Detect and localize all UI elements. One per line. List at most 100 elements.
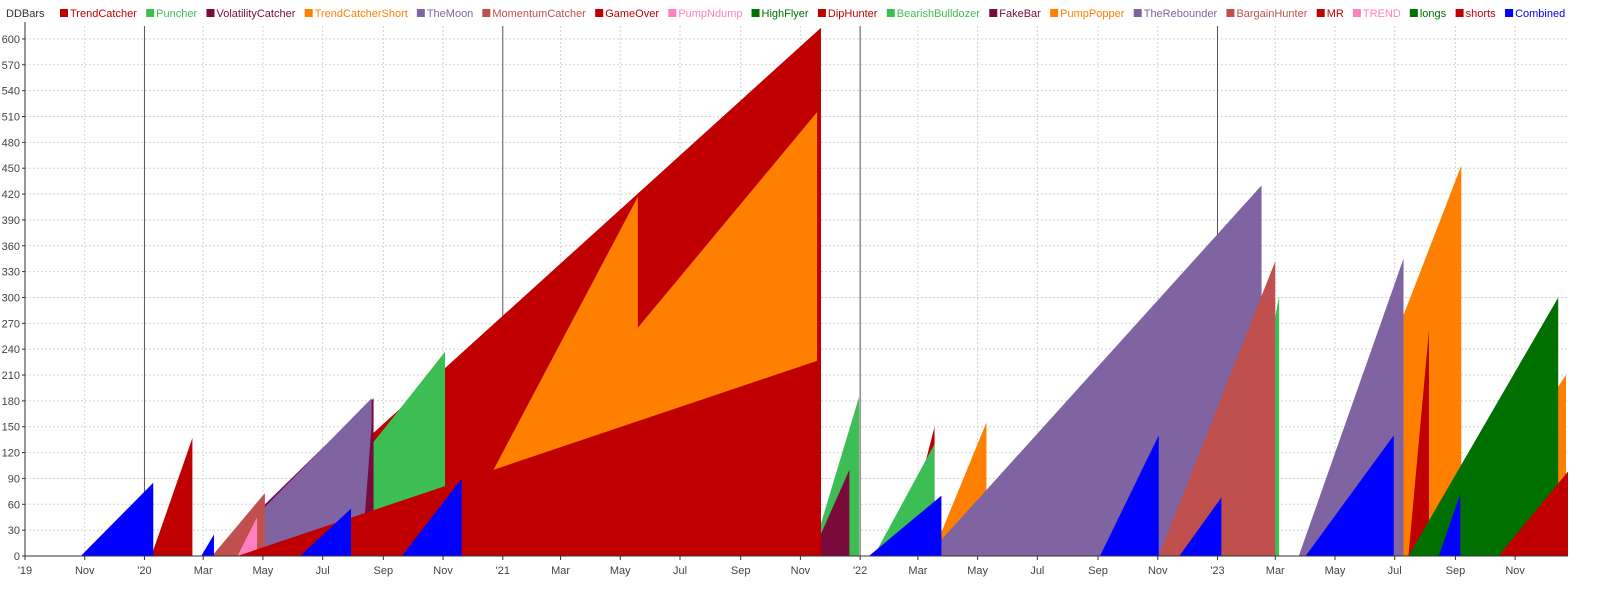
- y-tick-label: 0: [14, 551, 20, 563]
- legend-label-trend-catcher-short: TrendCatcherShort: [315, 8, 408, 20]
- x-tick-label: '21: [496, 565, 510, 577]
- x-tick-label: May: [967, 565, 988, 577]
- y-tick-label: 60: [8, 499, 20, 511]
- x-tick-label: '20: [137, 565, 151, 577]
- x-tick-label: Jul: [673, 565, 687, 577]
- legend-swatch-combined: [1505, 9, 1514, 17]
- series-area-combined: [401, 478, 462, 556]
- series-areas: [80, 27, 1568, 557]
- y-tick-label: 270: [2, 318, 20, 330]
- x-tick-label: Nov: [1505, 565, 1525, 577]
- series-area-combined: [1305, 435, 1394, 556]
- y-tick-label: 540: [2, 86, 20, 98]
- legend-label-trend: TREND: [1363, 8, 1401, 20]
- series-area-trend-catcher: [151, 437, 193, 556]
- series-area-mr: [1408, 330, 1429, 556]
- legend-label-combined: Combined: [1515, 8, 1565, 20]
- axes: 0 30 60 90 120 150 180 210 240 270 300 330 360 390 420…: [2, 22, 1568, 577]
- series-area-volatility-catcher: [811, 469, 850, 556]
- y-tick-label: 600: [2, 34, 20, 46]
- x-tick-label: Nov: [433, 565, 453, 577]
- legend-swatch-shorts: [1455, 9, 1464, 17]
- legend-swatch-pump-ndump: [668, 9, 677, 17]
- legend-label-pump-popper: PumpPopper: [1060, 8, 1125, 20]
- legend-swatch-the-rebounder: [1133, 9, 1142, 17]
- y-tick-label: 210: [2, 370, 20, 382]
- series-area-combined: [80, 482, 154, 556]
- x-tick-label: Mar: [1266, 565, 1285, 577]
- series-area-bargain-hunter: [1158, 261, 1276, 556]
- chart-title: DDBars: [6, 8, 45, 20]
- legend-label-game-over: GameOver: [605, 8, 659, 20]
- y-tick-label: 30: [8, 525, 20, 537]
- series-area-combined: [201, 534, 214, 556]
- x-tick-label: Jul: [1388, 565, 1402, 577]
- y-tick-label: 450: [2, 163, 20, 175]
- legend-label-high-flyer: HighFlyer: [762, 8, 809, 20]
- series-area-combined: [1438, 493, 1461, 556]
- x-tick-label: Nov: [1148, 565, 1168, 577]
- legend-swatch-volatility-catcher: [206, 9, 215, 17]
- legend-label-volatility-catcher: VolatilityCatcher: [216, 8, 295, 20]
- legend-swatch-fake-bar: [989, 9, 998, 17]
- legend-swatch-puncher: [146, 9, 155, 17]
- legend-label-shorts: shorts: [1466, 8, 1496, 20]
- x-tick-label: Jul: [1030, 565, 1044, 577]
- y-tick-label: 180: [2, 396, 20, 408]
- legend-swatch-pump-popper: [1050, 9, 1059, 17]
- x-tick-label: Mar: [194, 565, 213, 577]
- legend-swatch-high-flyer: [751, 9, 760, 17]
- x-tick-label: Sep: [374, 565, 394, 577]
- legend-swatch-game-over: [595, 9, 604, 17]
- series-area-combined: [1100, 435, 1159, 556]
- y-tick-label: 150: [2, 422, 20, 434]
- legend-label-pump-ndump: PumpNdump: [678, 8, 742, 20]
- y-tick-label: 570: [2, 60, 20, 72]
- y-tick-label: 480: [2, 137, 20, 149]
- x-tick-label: May: [1325, 565, 1346, 577]
- series-area-combined: [300, 508, 352, 556]
- legend-swatch-trend-catcher-short: [304, 9, 313, 17]
- legend-label-dip-hunter: DipHunter: [828, 8, 878, 20]
- legend-swatch-momentum-catcher: [482, 9, 491, 17]
- legend-swatch-dip-hunter: [817, 9, 826, 17]
- x-tick-label: Mar: [908, 565, 927, 577]
- legend-label-bearish-bulldozer: BearishBulldozer: [897, 8, 980, 20]
- series-area-mr: [237, 359, 821, 556]
- series-area-combined: [868, 495, 942, 556]
- x-tick-label: Nov: [75, 565, 95, 577]
- legend-label-the-moon: TheMoon: [427, 8, 473, 20]
- legend-label-mr: MR: [1327, 8, 1344, 20]
- legend-swatch-mr: [1316, 9, 1325, 17]
- y-tick-label: 300: [2, 292, 20, 304]
- y-tick-label: 360: [2, 241, 20, 253]
- y-tick-label: 510: [2, 111, 20, 123]
- y-tick-label: 120: [2, 448, 20, 460]
- legend-label-the-rebounder: TheRebounder: [1144, 8, 1218, 20]
- x-tick-label: Sep: [731, 565, 751, 577]
- y-tick-label: 420: [2, 189, 20, 201]
- legend-swatch-bargain-hunter: [1226, 9, 1235, 17]
- legend-swatch-longs: [1409, 9, 1418, 17]
- x-tick-label: Mar: [551, 565, 570, 577]
- x-tick-label: May: [610, 565, 631, 577]
- series-area-the-rebounder: [926, 185, 1262, 556]
- y-tick-label: 330: [2, 267, 20, 279]
- x-tick-label: May: [253, 565, 274, 577]
- series-area-longs: [1408, 297, 1559, 556]
- legend: DDBars TrendCatcher Puncher VolatilityCatc…: [6, 8, 1565, 20]
- x-tick-label: Sep: [1446, 565, 1466, 577]
- legend-label-bargain-hunter: BargainHunter: [1236, 8, 1307, 20]
- x-tick-label: '22: [853, 565, 867, 577]
- legend-label-trend-catcher: TrendCatcher: [70, 8, 137, 20]
- legend-swatch-trend-catcher: [60, 9, 68, 17]
- y-tick-label: 390: [2, 215, 20, 227]
- x-tick-label: Nov: [791, 565, 811, 577]
- legend-label-longs: longs: [1420, 8, 1447, 20]
- x-tick-label: '19: [18, 565, 32, 577]
- legend-swatch-trend: [1352, 9, 1361, 17]
- series-area-shorts: [1498, 471, 1568, 556]
- x-tick-label: Sep: [1088, 565, 1108, 577]
- y-tick-label: 90: [8, 473, 20, 485]
